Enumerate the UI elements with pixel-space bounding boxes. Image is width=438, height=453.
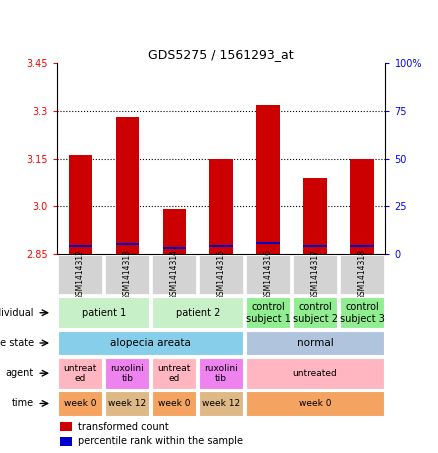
Bar [340, 255, 384, 294]
Bar [60, 422, 72, 431]
Text: control
subject 1: control subject 1 [246, 302, 290, 323]
Bar [246, 391, 384, 416]
Text: transformed count: transformed count [78, 422, 169, 432]
Bar [246, 297, 290, 328]
Bar [350, 159, 374, 254]
Bar [116, 117, 139, 254]
Bar [152, 297, 243, 328]
Text: percentile rank within the sample: percentile rank within the sample [78, 436, 243, 446]
Bar [340, 297, 384, 328]
Bar [199, 391, 243, 416]
Bar [293, 297, 337, 328]
Bar [116, 243, 139, 245]
Bar [246, 331, 384, 355]
Text: individual: individual [0, 308, 34, 318]
Text: untreated: untreated [293, 369, 337, 378]
Text: ruxolini
tib: ruxolini tib [110, 363, 144, 383]
Bar [303, 178, 327, 254]
Text: control
subject 3: control subject 3 [339, 302, 385, 323]
Text: disease state: disease state [0, 338, 34, 348]
Text: GSM1414313: GSM1414313 [123, 249, 132, 300]
Text: GSM1414312: GSM1414312 [76, 249, 85, 300]
Bar [152, 391, 196, 416]
Bar [209, 245, 233, 247]
Text: untreat
ed: untreat ed [64, 363, 97, 383]
Text: week 12: week 12 [108, 399, 146, 408]
Bar [58, 357, 102, 389]
Bar [350, 245, 374, 247]
Bar [152, 255, 196, 294]
Bar [303, 245, 327, 247]
Bar [69, 245, 92, 247]
Bar [162, 209, 186, 254]
Bar [152, 357, 196, 389]
Bar [58, 255, 102, 294]
Bar [105, 357, 149, 389]
Bar [58, 391, 102, 416]
Text: week 0: week 0 [158, 399, 191, 408]
Text: patient 2: patient 2 [176, 308, 220, 318]
Text: normal: normal [297, 338, 333, 348]
Bar [199, 255, 243, 294]
Text: GSM1414317: GSM1414317 [311, 249, 320, 300]
Bar [60, 437, 72, 446]
Text: week 0: week 0 [299, 399, 331, 408]
Text: patient 1: patient 1 [82, 308, 126, 318]
Bar [58, 331, 243, 355]
Bar [246, 357, 384, 389]
Text: GSM1414315: GSM1414315 [217, 249, 226, 300]
Text: GSM1414316: GSM1414316 [264, 249, 272, 300]
Text: week 0: week 0 [64, 399, 97, 408]
Bar [105, 391, 149, 416]
Text: agent: agent [6, 368, 34, 378]
Bar [293, 255, 337, 294]
Bar [69, 155, 92, 254]
Bar [162, 247, 186, 249]
Text: week 12: week 12 [202, 399, 240, 408]
Text: GSM1414318: GSM1414318 [357, 249, 367, 300]
Bar [209, 159, 233, 254]
Bar [105, 255, 149, 294]
Title: GDS5275 / 1561293_at: GDS5275 / 1561293_at [148, 48, 294, 61]
Text: alopecia areata: alopecia areata [110, 338, 191, 348]
Text: ruxolini
tib: ruxolini tib [204, 363, 238, 383]
Bar [246, 255, 290, 294]
Bar [199, 357, 243, 389]
Text: control
subject 2: control subject 2 [293, 302, 338, 323]
Text: GSM1414314: GSM1414314 [170, 249, 179, 300]
Bar [256, 242, 280, 244]
Bar [256, 105, 280, 254]
Bar [58, 297, 149, 328]
Text: time: time [12, 399, 34, 409]
Text: untreat
ed: untreat ed [158, 363, 191, 383]
